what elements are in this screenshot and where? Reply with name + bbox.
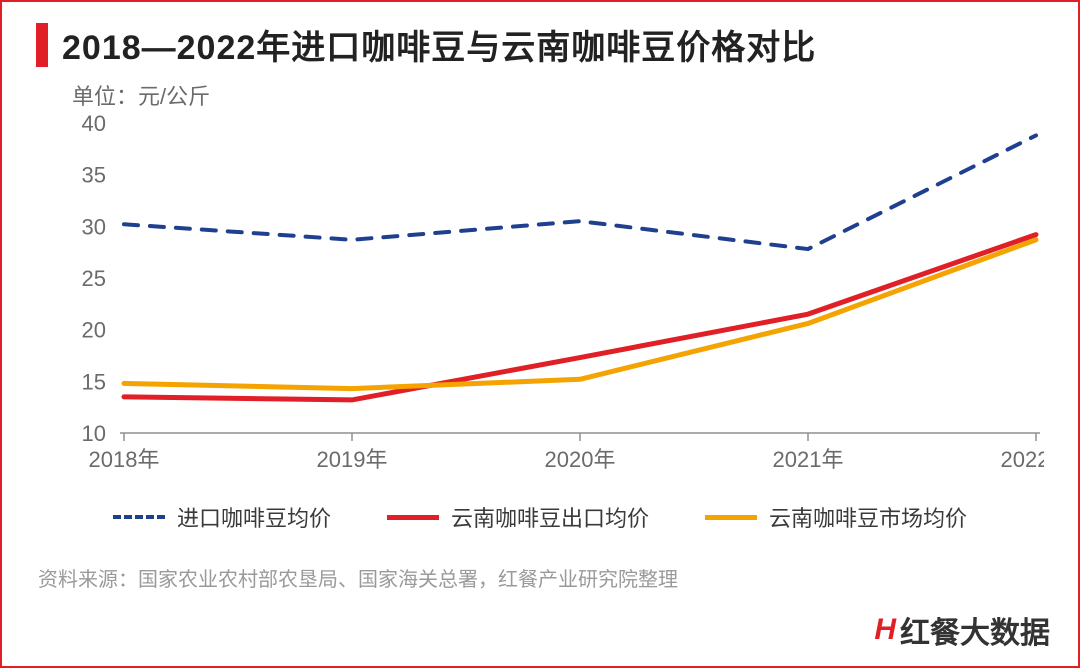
- svg-text:30: 30: [82, 214, 106, 239]
- line-chart: 10 15 20 25 30 35 40 2018年 2019年 2020年 2021年 2022年: [36, 113, 1044, 483]
- brand-name: 红餐大数据: [900, 608, 1050, 652]
- svg-text:2019年: 2019年: [317, 447, 388, 472]
- svg-text:2021年: 2021年: [773, 447, 844, 472]
- svg-text:10: 10: [82, 421, 106, 446]
- series-yunnan_market_avg: [124, 240, 1036, 389]
- legend-label: 进口咖啡豆均价: [177, 501, 331, 533]
- legend-item-import_avg: 进口咖啡豆均价: [113, 501, 331, 533]
- source-label: 资料来源：国家农业农村部农垦局、国家海关总署，红餐产业研究院整理: [38, 563, 1044, 592]
- chart-svg: 10 15 20 25 30 35 40 2018年 2019年 2020年 2021年 2022年: [36, 113, 1044, 483]
- chart-title: 2018—2022年进口咖啡豆与云南咖啡豆价格对比: [62, 20, 816, 69]
- svg-text:20: 20: [82, 318, 106, 343]
- legend: 进口咖啡豆均价 云南咖啡豆出口均价 云南咖啡豆市场均价: [36, 501, 1044, 533]
- legend-item-yunnan_market_avg: 云南咖啡豆市场均价: [705, 501, 967, 533]
- svg-text:2022年: 2022年: [1001, 447, 1044, 472]
- title-row: 2018—2022年进口咖啡豆与云南咖啡豆价格对比: [36, 20, 1044, 69]
- legend-label: 云南咖啡豆市场均价: [769, 501, 967, 533]
- brand-badge: H 红餐大数据: [874, 608, 1050, 652]
- legend-swatch: [705, 515, 757, 520]
- brand-icon: H: [874, 613, 894, 647]
- legend-label: 云南咖啡豆出口均价: [451, 501, 649, 533]
- series-yunnan_export_avg: [124, 235, 1036, 400]
- legend-item-yunnan_export_avg: 云南咖啡豆出口均价: [387, 501, 649, 533]
- chart-card: 2018—2022年进口咖啡豆与云南咖啡豆价格对比 单位：元/公斤 10 15 20…: [0, 0, 1080, 668]
- svg-text:2020年: 2020年: [545, 447, 616, 472]
- svg-text:15: 15: [82, 369, 106, 394]
- svg-text:25: 25: [82, 266, 106, 291]
- series-import_avg: [124, 135, 1036, 249]
- legend-swatch: [387, 515, 439, 520]
- legend-swatch: [113, 515, 165, 519]
- accent-bar: [36, 23, 48, 67]
- svg-text:40: 40: [82, 113, 106, 136]
- svg-text:35: 35: [82, 163, 106, 188]
- unit-label: 单位：元/公斤: [72, 79, 1044, 111]
- svg-text:2018年: 2018年: [89, 447, 160, 472]
